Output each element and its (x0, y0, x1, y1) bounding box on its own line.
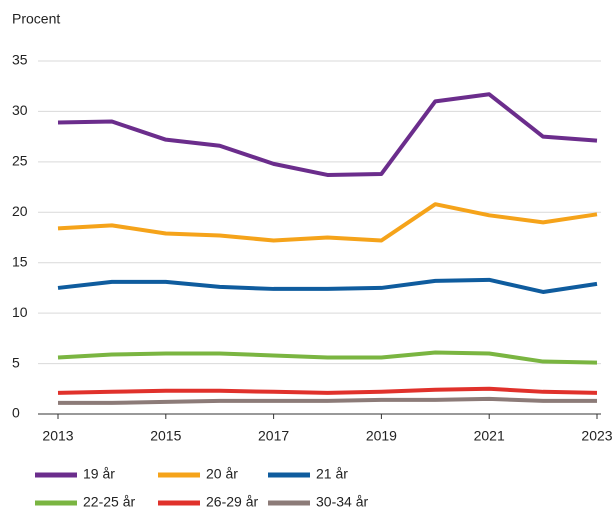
line-series (58, 396, 597, 405)
x-tick-label: 2019 (366, 428, 397, 444)
x-tick-label: 2015 (150, 428, 181, 444)
y-tick-label: 25 (12, 153, 28, 169)
legend-label: 20 år (206, 466, 238, 482)
line-series (57, 202, 598, 243)
y-tick-label: 30 (12, 102, 28, 118)
y-tick-label: 35 (12, 52, 28, 68)
legend-label: 21 år (316, 466, 348, 482)
y-tick-label: 5 (12, 354, 20, 370)
legend-label: 19 år (83, 466, 115, 482)
line-series (57, 277, 598, 294)
y-tick-label: 0 (12, 405, 20, 421)
legend-label: 26-29 år (206, 494, 258, 510)
line-series (57, 350, 598, 365)
legend-label: 22-25 år (83, 494, 135, 510)
line-series (57, 92, 598, 177)
y-axis-label: Procent (12, 11, 60, 27)
y-tick-label: 15 (12, 253, 28, 269)
x-tick-label: 2023 (581, 428, 612, 444)
y-tick-label: 10 (12, 304, 28, 320)
legend-label: 30-34 år (316, 494, 368, 510)
line-series (57, 386, 598, 395)
x-tick-label: 2017 (258, 428, 289, 444)
x-tick-label: 2021 (474, 428, 505, 444)
y-tick-label: 20 (12, 203, 28, 219)
x-tick-label: 2013 (42, 428, 73, 444)
